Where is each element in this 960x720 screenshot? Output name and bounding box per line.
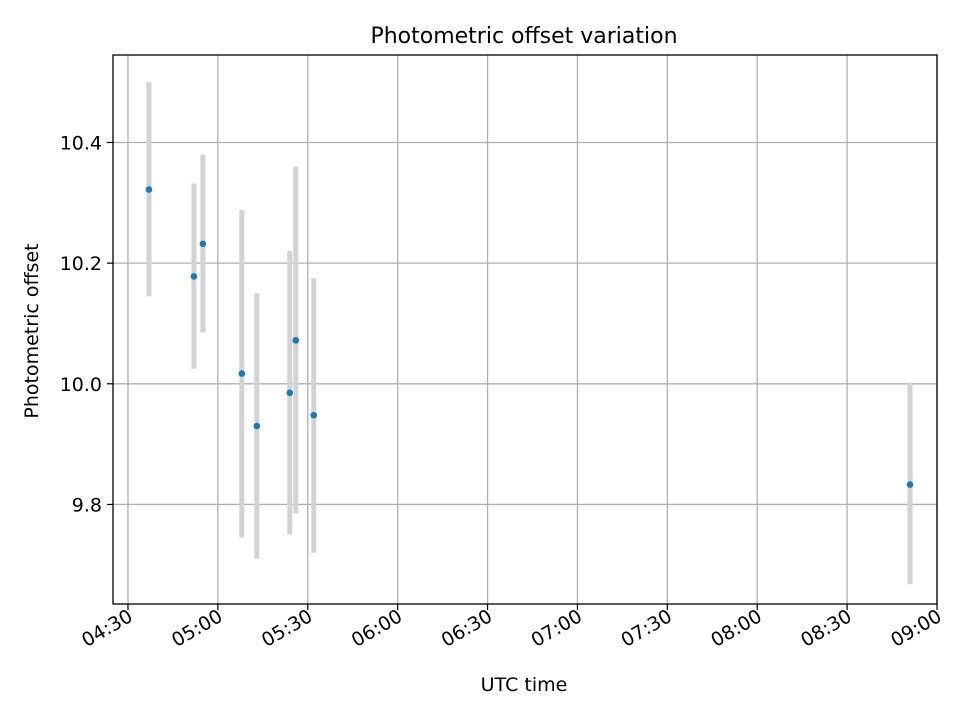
x-tick-label-0: 04:30 [78, 605, 136, 651]
y-axis-ticks: 9.8 10.0 10.2 10.4 [60, 132, 113, 516]
x-tick-label-8: 08:30 [797, 605, 855, 651]
data-point-8 [906, 481, 914, 488]
data-point-7 [310, 411, 318, 419]
x-axis-ticks: 04:30 05:00 05:30 06:00 06:30 07:00 07:30 08:00… [78, 604, 946, 652]
x-tick-label-5: 07:00 [528, 605, 586, 651]
data-point-6 [292, 337, 300, 344]
x-tick-label-9: 09:00 [887, 605, 945, 651]
x-tick-label-3: 06:00 [348, 605, 406, 651]
data-point-3 [238, 370, 246, 377]
x-tick-label-6: 07:30 [617, 605, 675, 651]
data-point-5 [286, 389, 294, 397]
y-tick-label-2: 10.2 [60, 253, 102, 275]
y-tick-label-3: 10.4 [60, 132, 102, 154]
y-tick-label-1: 10.0 [60, 374, 102, 396]
x-tick-label-2: 05:30 [258, 605, 316, 651]
data-point-0 [145, 186, 153, 193]
data-point-4 [253, 422, 261, 430]
x-tick-label-4: 06:30 [438, 605, 496, 651]
x-tick-label-1: 05:00 [168, 605, 226, 651]
data-point-2 [199, 240, 207, 248]
data-point-1 [190, 273, 198, 280]
plot-frame [112, 54, 938, 605]
grid [113, 55, 938, 604]
y-axis-label: Photometric offset [21, 243, 43, 418]
error-bars [146, 82, 913, 585]
x-axis-label: UTC time [481, 674, 568, 696]
y-tick-label-0: 9.8 [72, 494, 102, 516]
data-points [145, 186, 914, 488]
x-tick-label-7: 08:00 [707, 605, 765, 651]
chart-title: Photometric offset variation [370, 24, 677, 49]
